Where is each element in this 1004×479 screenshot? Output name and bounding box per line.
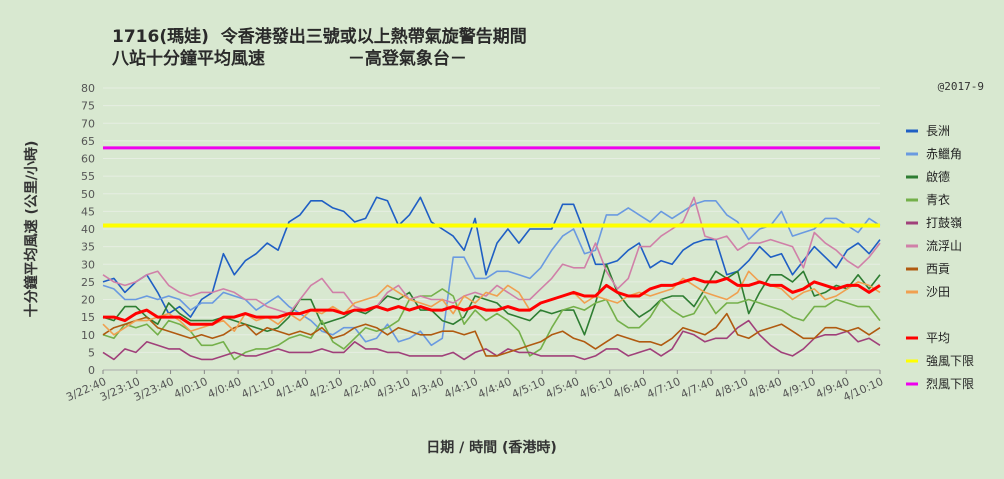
x-tick-label: 4/7:10 [645,375,683,401]
x-tick-label: 4/5:40 [544,375,582,401]
y-tick-label: 5 [88,346,95,359]
series-line-3 [102,263,881,336]
series-line-5 [102,319,881,361]
x-tick-label: 4/2:10 [307,375,345,401]
x-tick-label: 4/3:40 [408,375,446,401]
x-tick-label: 4/5:10 [510,375,548,401]
x-tick-label: 4/1:10 [240,375,278,401]
y-tick-label: 60 [81,153,95,166]
chart-title: 1716(瑪娃) 令香港發出三號或以上熱帶氣旋警告期間 [112,27,527,47]
legend-label: 啟德 [926,169,950,184]
x-tick-label: 4/4:10 [442,375,480,401]
legend-label: 烈風下限 [926,377,974,391]
x-axis-label: 日期 / 時間 (香港時) [426,439,557,456]
y-tick-label: 25 [81,276,95,289]
series-line-4 [102,288,881,361]
x-tick-label: 4/6:10 [577,375,615,401]
series-line-1 [102,196,881,318]
y-axis-label: 十分鐘平均風速 (公里/小時) [23,141,40,318]
legend-label: 強風下限 [926,354,974,368]
y-tick-label: 70 [81,117,95,130]
series-line-6 [102,196,881,315]
legend-label: 平均 [926,331,950,345]
legend-label: 青衣 [926,192,950,207]
x-tick-label: 4/3:10 [375,375,413,401]
legend-label: 赤鱲角 [926,147,962,161]
series-line-9 [103,276,881,326]
x-tick-label: 4/9:10 [780,375,818,401]
y-tick-label: 45 [81,205,95,218]
chart-credit: @2017-9 [937,80,984,93]
y-tick-label: 20 [81,294,95,307]
y-tick-label: 55 [81,170,95,183]
x-tick-label: 4/4:40 [476,375,514,401]
legend-label: 長洲 [926,124,950,138]
y-tick-label: 0 [88,364,95,377]
y-tick-label: 75 [81,100,95,113]
legend-label: 流浮山 [926,239,962,253]
x-tick-label: 4/2:40 [341,375,379,401]
x-tick-label: 4/7:40 [679,375,717,401]
y-tick-label: 30 [81,258,95,271]
x-tick-label: 4/1:40 [273,375,311,401]
y-tick-label: 40 [81,223,95,236]
legend-label: 西貢 [926,262,950,276]
y-tick-label: 50 [81,188,95,201]
x-tick-label: 4/0:40 [206,375,244,401]
x-tick-label: 4/0:10 [172,375,210,401]
series-line-2 [102,200,881,347]
y-tick-label: 35 [81,241,95,254]
x-tick-label: 4/6:40 [611,375,649,401]
legend-label: 沙田 [926,285,950,299]
series-line-8 [102,270,881,336]
y-tick-label: 65 [81,135,95,148]
y-tick-label: 15 [81,311,95,324]
y-tick-label: 80 [81,82,95,95]
y-tick-label: 10 [81,329,95,342]
chart-subtitle: 八站十分鐘平均風速 －高登氣象台－ [112,49,467,69]
x-tick-label: 4/8:10 [712,375,750,401]
legend-label: 打鼓嶺 [926,216,962,230]
x-tick-label: 4/8:40 [746,375,784,401]
